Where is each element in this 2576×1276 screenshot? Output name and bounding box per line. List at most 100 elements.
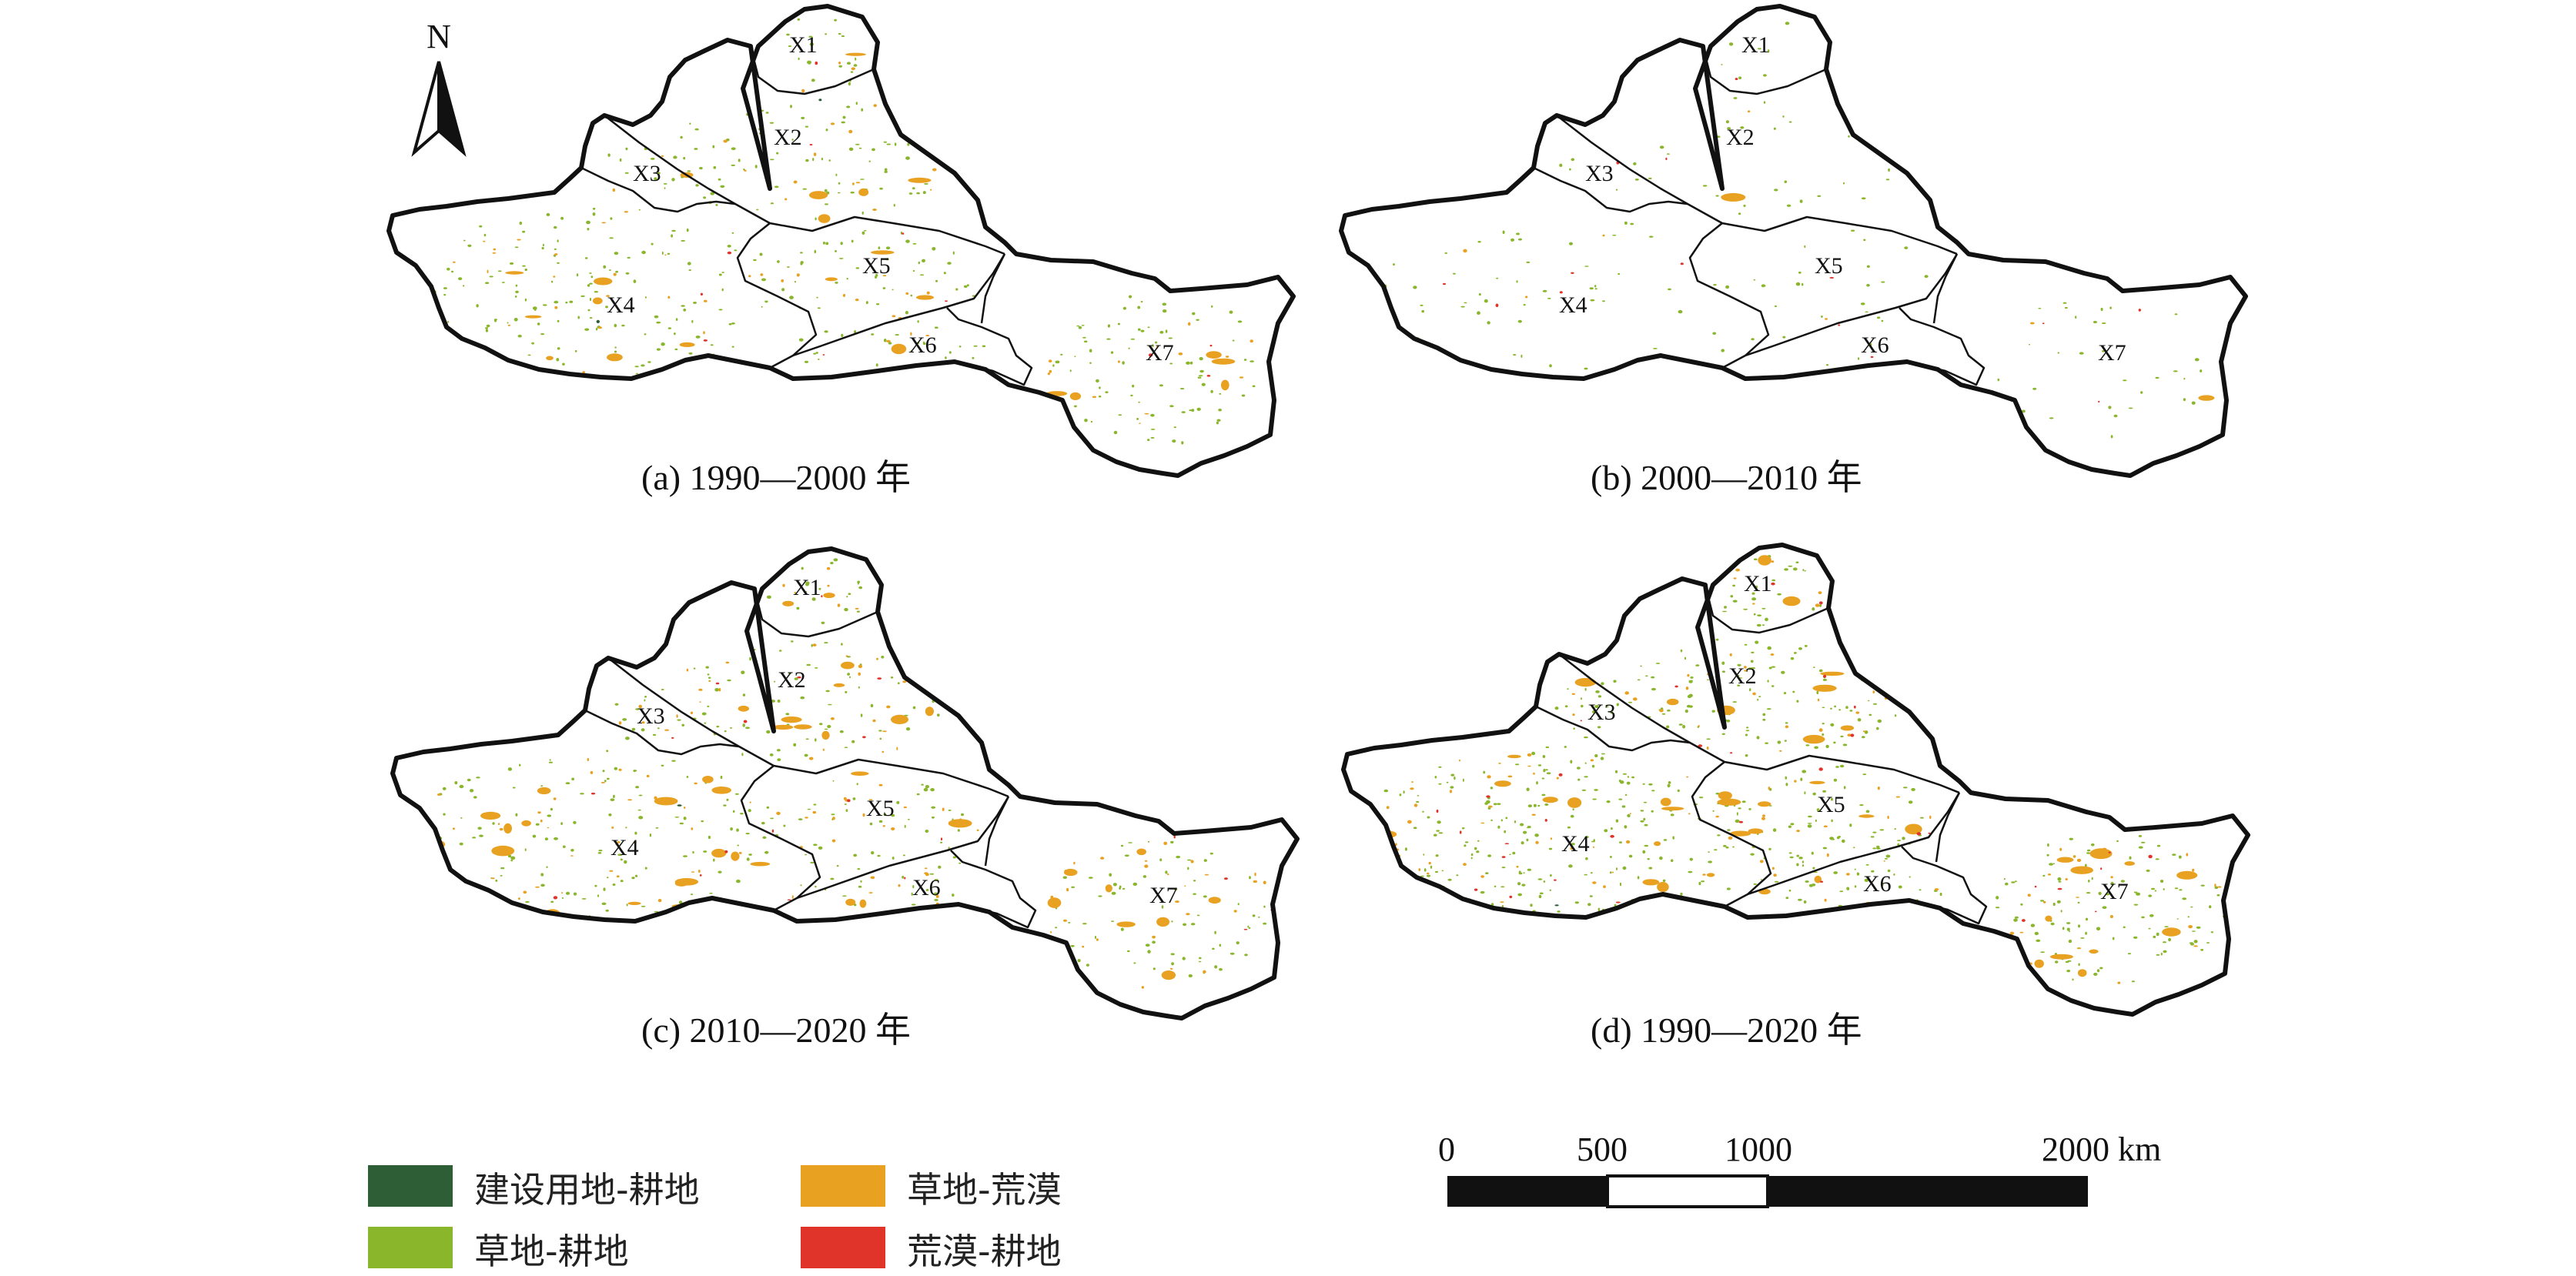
patch-green [1096, 379, 1099, 382]
patch-green [910, 294, 913, 297]
patch-green [1804, 245, 1806, 249]
patch-green [1573, 727, 1575, 730]
patch-green [847, 62, 851, 65]
region-boundary [1901, 846, 1988, 925]
patch-green [2096, 927, 2101, 931]
patch-green [860, 880, 862, 883]
patch-green [929, 873, 935, 875]
patch-green [565, 301, 568, 304]
patch-green [1727, 127, 1731, 130]
patch-green [1909, 876, 1911, 878]
patch-green [1584, 762, 1587, 764]
patch-green [562, 845, 566, 848]
patch-orange [1855, 711, 1860, 714]
patch-green [2216, 894, 2220, 897]
patch-green [1243, 359, 1247, 361]
patch-green [777, 758, 781, 762]
patch-green [1672, 836, 1674, 840]
patch-green [1450, 786, 1454, 789]
patch-green [1659, 856, 1663, 860]
patch-green [424, 326, 427, 329]
patch-green [919, 274, 925, 276]
region-boundary [1932, 253, 1959, 324]
patch-green [952, 251, 955, 255]
patch-green [1614, 770, 1618, 773]
patch-orange [601, 781, 605, 783]
patch-green [688, 352, 693, 355]
patch-green [1497, 825, 1500, 829]
patch-orange [428, 329, 430, 332]
patch-orange [1144, 860, 1148, 862]
patch-green [1543, 769, 1546, 773]
patch-green [1137, 306, 1141, 309]
patch-orange [2019, 931, 2024, 934]
patch-green [766, 806, 770, 809]
patch-green [542, 304, 547, 306]
patch-green [2127, 953, 2131, 955]
patch-green [1753, 883, 1757, 885]
patch-green [2086, 892, 2091, 894]
patch-green [841, 643, 843, 646]
legend-label-grassland-cropland: 草地-耕地 [474, 1231, 629, 1272]
patch-green [1727, 887, 1731, 890]
patch-orange [1642, 879, 1660, 886]
patch-red [1544, 819, 1547, 822]
patch-red [2057, 887, 2062, 890]
patch-orange [535, 886, 540, 888]
patch-green [720, 185, 725, 188]
patch-orange [1527, 765, 1531, 767]
patch-green [2105, 893, 2110, 896]
patch-orange [855, 182, 861, 184]
patch-green [476, 304, 479, 308]
patch-orange [1687, 673, 1690, 677]
patch-green [781, 288, 785, 292]
patch-orange [1759, 860, 1764, 863]
patch-green [884, 339, 887, 342]
patch-green [805, 590, 808, 593]
patch-orange [1659, 709, 1664, 713]
patch-green [1848, 135, 1850, 138]
patch-green [703, 196, 706, 199]
patch-orange [1840, 725, 1855, 731]
patch-green [1631, 776, 1635, 779]
patch-orange [2059, 847, 2062, 851]
patch-green [1896, 155, 1899, 159]
patch-orange [1263, 880, 1266, 885]
patch-green [1825, 744, 1829, 749]
patch-orange [2089, 949, 2099, 954]
patch-green [1594, 789, 1598, 791]
patch-orange [1858, 814, 1875, 818]
patch-green [1872, 847, 1876, 850]
patch-orange [634, 840, 637, 844]
patch-green [888, 342, 892, 345]
patch-green [805, 738, 809, 740]
region-boundary [604, 115, 1005, 256]
patch-green [1753, 613, 1756, 616]
patch-green [1740, 126, 1745, 129]
patch-orange [826, 566, 831, 570]
region-label-x2: X2 [1728, 663, 1757, 689]
patch-red [703, 339, 708, 342]
patch-green [796, 606, 800, 610]
patch-green [1628, 701, 1633, 703]
patch-green [2029, 343, 2030, 346]
patch-green [1819, 604, 1822, 607]
region-boundary [796, 796, 1010, 900]
patch-green [1729, 42, 1734, 46]
patch-green [833, 558, 838, 562]
patch-green [1577, 767, 1581, 770]
patch-green [1173, 426, 1176, 429]
patch-green [906, 727, 911, 731]
patch-green [1434, 776, 1437, 779]
patch-green [1190, 923, 1196, 926]
patch-green [1523, 830, 1527, 834]
patch-green [1763, 74, 1767, 77]
patch-green [2136, 892, 2141, 896]
patch-green [1622, 866, 1627, 870]
patch-orange [882, 750, 885, 753]
patch-orange [1868, 664, 1881, 671]
patch-orange [1752, 603, 1755, 605]
patch-green [1518, 872, 1523, 875]
patch-green [631, 877, 635, 880]
